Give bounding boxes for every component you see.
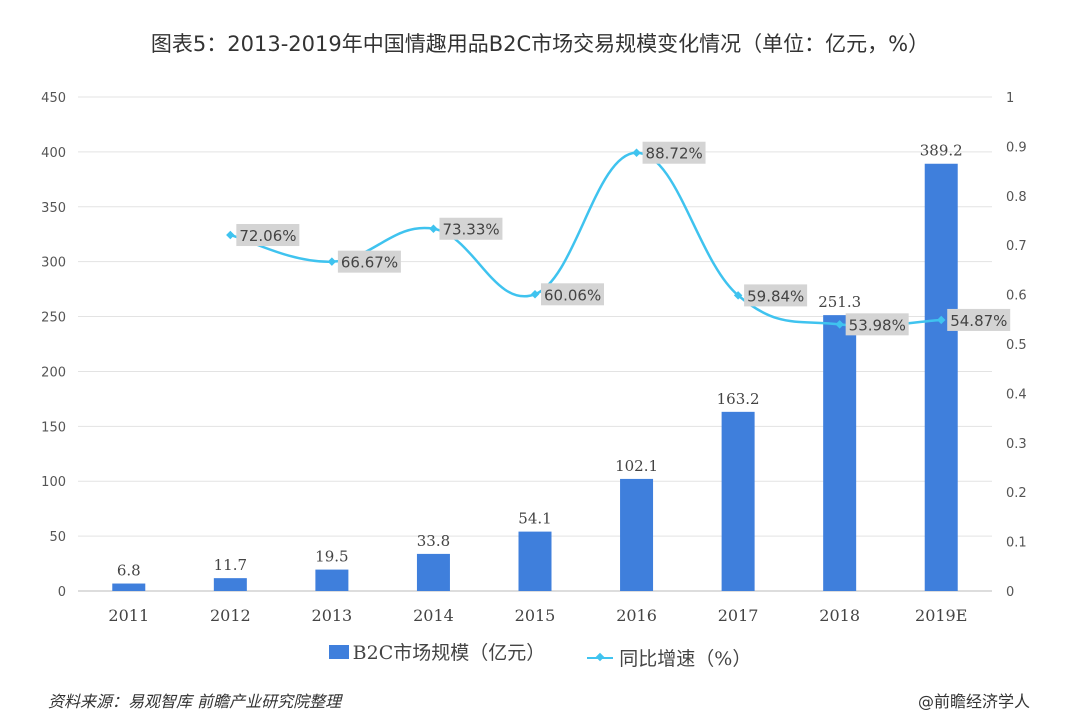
legend-item-line: 同比增速（%） bbox=[587, 644, 751, 671]
y-left-tick: 0 bbox=[58, 585, 66, 600]
y-right-tick: 0.2 bbox=[1006, 486, 1027, 501]
bar bbox=[416, 553, 450, 591]
line-label-bg bbox=[541, 283, 604, 306]
y-right-tick: 0.4 bbox=[1006, 387, 1027, 402]
line-label-bg bbox=[337, 250, 401, 273]
y-right-tick: 0.1 bbox=[1006, 536, 1027, 551]
y-left-tick: 300 bbox=[41, 256, 66, 271]
line-label: 54.87% bbox=[950, 312, 1007, 330]
legend-label-line: 同比增速（%） bbox=[619, 648, 752, 670]
bar-label: 6.8 bbox=[117, 562, 141, 580]
line-point bbox=[530, 290, 540, 299]
y-left-tick: 350 bbox=[41, 201, 66, 216]
line-label: 88.72% bbox=[646, 145, 703, 163]
x-tick: 2019E bbox=[915, 606, 967, 625]
line-label: 60.06% bbox=[544, 286, 601, 304]
y-right-tick: 0.9 bbox=[1006, 140, 1027, 155]
line-point bbox=[733, 291, 743, 300]
y-right-tick: 0.8 bbox=[1006, 190, 1027, 205]
line-label-bg bbox=[642, 141, 706, 164]
line-label-bg bbox=[439, 217, 503, 240]
legend: B2C市场规模（亿元） 同比增速（%） bbox=[0, 638, 1080, 671]
line-label: 66.67% bbox=[341, 254, 398, 272]
y-right-tick: 0.5 bbox=[1006, 338, 1027, 353]
y-left-tick: 50 bbox=[49, 530, 66, 545]
x-tick: 2011 bbox=[108, 606, 149, 625]
bar-label: 389.2 bbox=[920, 142, 963, 160]
x-tick: 2016 bbox=[616, 606, 657, 625]
line-point bbox=[835, 320, 844, 329]
line-point bbox=[936, 315, 946, 325]
x-tick: 2014 bbox=[413, 606, 454, 625]
bar-label: 251.3 bbox=[818, 293, 861, 311]
y-right-tick: 0.7 bbox=[1006, 239, 1027, 254]
line-label-bg bbox=[744, 284, 808, 307]
x-tick: 2015 bbox=[515, 606, 556, 625]
line-label-bg bbox=[236, 224, 300, 247]
line-label: 59.84% bbox=[747, 287, 804, 305]
legend-label-bar: B2C市场规模（亿元） bbox=[352, 642, 546, 664]
bar bbox=[721, 411, 755, 591]
line-label: 72.06% bbox=[239, 227, 296, 245]
y-right-tick: 0.3 bbox=[1006, 437, 1027, 452]
x-tick: 2017 bbox=[718, 606, 759, 625]
line-label: 53.98% bbox=[849, 316, 906, 334]
y-left-tick: 450 bbox=[41, 91, 66, 106]
x-tick: 2012 bbox=[210, 606, 251, 625]
y-left-tick: 250 bbox=[41, 311, 66, 326]
line-label: 73.33% bbox=[442, 221, 499, 239]
y-left-tick: 200 bbox=[41, 365, 66, 380]
line-point bbox=[429, 224, 438, 233]
bar bbox=[620, 478, 654, 591]
bar bbox=[823, 315, 857, 591]
y-left-tick: 400 bbox=[41, 146, 66, 161]
bar bbox=[112, 583, 146, 591]
bar bbox=[213, 578, 247, 591]
bar bbox=[315, 569, 349, 591]
x-tick: 2013 bbox=[312, 606, 353, 625]
bar-label: 163.2 bbox=[717, 390, 760, 408]
line-point bbox=[226, 230, 235, 240]
legend-swatch-line bbox=[587, 656, 614, 659]
line-point bbox=[327, 257, 337, 266]
credit: @前瞻经济学人 bbox=[917, 692, 1030, 711]
y-right-tick: 0 bbox=[1006, 585, 1014, 600]
legend-swatch-bar bbox=[328, 644, 349, 659]
chart-title: 图表5：2013-2019年中国情趣用品B2C市场交易规模变化情况（单位：亿元，… bbox=[150, 32, 930, 56]
bar-label: 102.1 bbox=[615, 457, 658, 475]
x-tick: 2018 bbox=[819, 606, 860, 625]
line-label-bg bbox=[947, 308, 1011, 331]
bar bbox=[518, 531, 552, 591]
y-left-tick: 100 bbox=[41, 475, 66, 490]
y-right-tick: 0.6 bbox=[1006, 289, 1027, 304]
bar-label: 11.7 bbox=[214, 556, 247, 574]
line-label-bg bbox=[845, 313, 909, 336]
bar-label: 19.5 bbox=[315, 548, 348, 566]
bar-label: 33.8 bbox=[417, 532, 450, 550]
legend-item-bar: B2C市场规模（亿元） bbox=[328, 638, 546, 665]
bar-label: 54.1 bbox=[518, 510, 551, 528]
bar bbox=[924, 163, 958, 592]
y-right-tick: 1 bbox=[1006, 91, 1014, 106]
y-left-tick: 150 bbox=[41, 420, 66, 435]
line-point bbox=[632, 148, 641, 157]
source-note: 资料来源：易观智库 前瞻产业研究院整理 bbox=[48, 692, 342, 711]
